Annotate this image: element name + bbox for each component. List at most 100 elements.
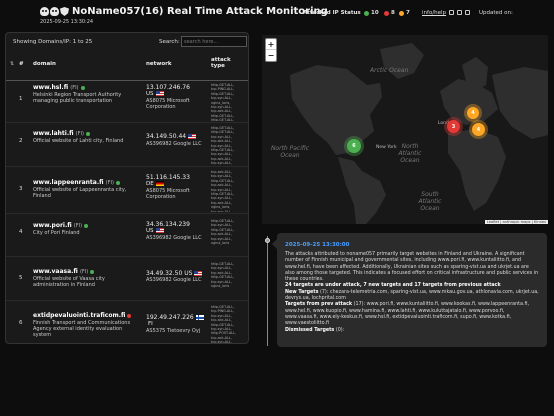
row-num: 6 — [19, 320, 23, 326]
asn: AS8075 Microsoft Corporation — [146, 98, 190, 110]
skull-icon — [50, 7, 59, 16]
ip-address: 51.116.145.33 — [146, 174, 190, 181]
domain-name[interactable]: www.lahti.fi (FI) — [33, 130, 90, 137]
map-attribution[interactable]: Leaflet | anthropic maps | Kinnes — [484, 220, 548, 224]
city-label-london: London — [438, 121, 455, 126]
map-label-south-atlantic: South Atlantic Ocean — [418, 191, 442, 212]
info-help-link[interactable]: info/help — [422, 10, 447, 16]
domain-name[interactable]: www.pori.fi (FI) — [33, 222, 89, 229]
showing-info: Showing Domains/IP: 1 to 25 — [13, 39, 93, 45]
attack-map[interactable]: + − Arctic Ocean North Pacific Ocean Nor… — [262, 35, 548, 224]
map-cluster-marker[interactable]: 4 — [472, 123, 485, 136]
dismissed-targets-count: (0): — [335, 327, 345, 333]
country-code: DE — [146, 181, 154, 187]
col-header-network[interactable]: network — [146, 61, 172, 67]
domain-text: www.lappeenranta.fi — [33, 179, 104, 186]
table-row[interactable]: 6 extidpevaluointi.traficom.fi Finnish T… — [6, 302, 248, 343]
status-dot-icon — [85, 131, 90, 136]
search-label: Search: — [159, 39, 180, 45]
ip-address: 192.49.247.226 — [146, 314, 204, 321]
zoom-in-button[interactable]: + — [266, 40, 276, 50]
status-dot-icon — [115, 180, 120, 185]
col-header-attack-type[interactable]: attack type — [211, 57, 231, 69]
domain-name[interactable]: www.hsl.fi (FI) — [33, 84, 85, 91]
domain-text: www.lahti.fi — [33, 130, 74, 137]
asn: AS396982 Google LLC — [146, 277, 202, 283]
table-row[interactable]: 1 www.hsl.fi (FI) Helsinki Region Transp… — [6, 81, 248, 123]
ip-text: 192.49.247.226 — [146, 314, 194, 321]
orange-status-icon — [399, 10, 404, 16]
calendar-icon[interactable] — [449, 10, 454, 15]
page-timestamp: 2025-09-25 13:30:24 — [40, 19, 94, 25]
sort-icon[interactable]: ⇅ — [10, 61, 15, 67]
timeline-line — [267, 236, 268, 346]
status-dot-icon — [84, 223, 89, 228]
asn: AS396982 Google LLC — [146, 235, 202, 241]
map-cluster-marker[interactable]: 3 — [447, 120, 460, 133]
search-input[interactable] — [181, 36, 247, 47]
header: NoName057(16) Real Time Attack Monitorin… — [0, 0, 554, 30]
domain-text: www.pori.fi — [33, 222, 72, 229]
table-row[interactable]: 2 www.lahti.fi (FI) Official website of … — [6, 124, 248, 167]
count-value: 10 — [371, 10, 379, 16]
timeline-marker-icon — [265, 238, 270, 243]
shield-icon — [60, 7, 69, 16]
dismissed-targets-label: Dismissed Targets — [285, 327, 335, 333]
table-header: ⇅ # domain network attack type — [6, 51, 248, 81]
domain-name[interactable]: extidpevaluointi.traficom.fi — [33, 312, 132, 319]
domain-name[interactable]: www.lappeenranta.fi (FI) — [33, 179, 120, 186]
domain-text: www.vaasa.fi — [33, 268, 78, 275]
zoom-control: + − — [265, 38, 277, 62]
new-targets-list: chezara-telemetria.com, sparing-vist.ua,… — [285, 289, 539, 302]
count-value: 8 — [391, 10, 395, 16]
us-flag-icon — [194, 271, 203, 276]
telegram-icon[interactable] — [457, 10, 462, 15]
ip-address: 34.49.32.50 US — [146, 270, 203, 277]
map-cluster-marker[interactable]: 4 — [467, 107, 479, 119]
map-cluster-marker[interactable]: 6 — [347, 139, 361, 153]
table-row[interactable]: 4 www.pori.fi (FI) City of Pori Finland … — [6, 215, 248, 257]
status-count-up: 10 — [364, 10, 379, 16]
domain-tld: (FI) — [70, 85, 79, 91]
domain-description: Official website of Lappeenranta city, F… — [33, 187, 127, 199]
world-map-landmass — [290, 43, 548, 224]
green-status-icon — [364, 10, 369, 16]
col-header-domain[interactable]: domain — [33, 61, 56, 67]
domain-text: extidpevaluointi.traficom.fi — [33, 312, 126, 319]
timeline-date: 2025-09-25 13:30:00 — [285, 242, 350, 248]
ip-status-label: Attacked IP Status — [303, 10, 361, 16]
status-dot-icon — [127, 313, 132, 318]
country: US — [146, 91, 164, 97]
domain-tld: (FI) — [73, 223, 83, 229]
attack-types: http-GET-ALL, tcp-syn-ALL, tcp-ack-ALL, … — [211, 262, 235, 289]
timeline-card: 2025-09-25 13:30:00 The attacks attribut… — [272, 233, 547, 347]
attack-types: http-GET-ALL, tcp-PING-ALL, http-GET-ALL… — [211, 83, 235, 121]
attack-stats: 24 targets are under attack, 7 new targe… — [285, 283, 501, 289]
ip-address: 34.149.50.44 — [146, 133, 197, 140]
table-row[interactable]: 5 www.vaasa.fi (FI) Official website of … — [6, 258, 248, 301]
domain-description: Helsinki Region Transport Authority mana… — [33, 92, 122, 104]
attack-types: tcp-ack-ALL, tcp-syn-ALL, http-GET-ALL, … — [211, 170, 235, 212]
status-dot-icon — [90, 269, 95, 274]
domain-description: Official website of Lahti city, Finland — [33, 138, 124, 144]
row-num: 1 — [19, 96, 23, 102]
city-label-new-york: New York — [376, 145, 397, 150]
updated-label: Updated on: — [479, 10, 513, 16]
col-header-num[interactable]: # — [19, 61, 24, 67]
de-flag-icon — [155, 181, 164, 186]
map-label-arctic: Arctic Ocean — [370, 67, 409, 74]
country-code: US — [146, 91, 154, 97]
red-status-icon — [384, 10, 389, 16]
skull-icon — [40, 7, 49, 16]
status-count-partial: 7 — [399, 10, 410, 16]
rss-icon[interactable] — [465, 10, 470, 15]
count-value: 7 — [406, 10, 410, 16]
zoom-out-button[interactable]: − — [267, 51, 275, 60]
prev-targets-label: Targets from prev attack — [285, 302, 353, 308]
country-code: US — [146, 228, 154, 234]
country: DE — [146, 181, 164, 187]
domain-name[interactable]: www.vaasa.fi (FI) — [33, 268, 95, 275]
map-label-north-atlantic: North Atlantic Ocean — [398, 143, 422, 164]
timeline-summary: The attacks attributed to noname057 prim… — [285, 252, 539, 334]
table-row[interactable]: 3 www.lappeenranta.fi (FI) Official webs… — [6, 168, 248, 214]
